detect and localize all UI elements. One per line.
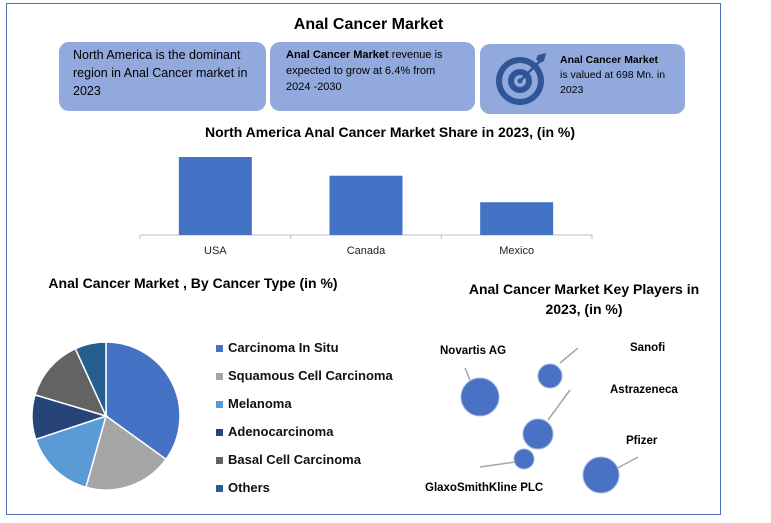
info-box-text: revenue is expected to grow at 6.4% from… bbox=[286, 49, 443, 93]
player-label-novartis: Novartis AG bbox=[440, 345, 507, 357]
legend-label: Adenocarcinoma bbox=[228, 424, 334, 439]
legend-swatch bbox=[216, 429, 223, 436]
legend-swatch bbox=[216, 373, 223, 380]
info-box-bold-label: Anal Cancer Market bbox=[286, 49, 389, 61]
page-title: Anal Cancer Market bbox=[293, 16, 444, 33]
legend-label: Basal Cell Carcinoma bbox=[228, 452, 361, 467]
target-icon bbox=[496, 53, 546, 105]
legend-label: Others bbox=[228, 480, 270, 495]
legend-swatch bbox=[216, 345, 223, 352]
legend-label: Squamous Cell Carcinoma bbox=[228, 368, 393, 383]
info-box-growth: Anal Cancer Market revenue is expected t… bbox=[270, 42, 475, 111]
legend-swatch bbox=[216, 457, 223, 464]
infographic-frame bbox=[6, 3, 721, 515]
info-box-valuation: Anal Cancer Market is valued at 698 Mn. … bbox=[480, 44, 685, 114]
info-box-text: is valued at 698 Mn. in 2023 bbox=[560, 69, 666, 96]
info-box-bold-label: Anal Cancer Market bbox=[560, 54, 659, 66]
legend-label: Carcinoma In Situ bbox=[228, 340, 339, 355]
legend-swatch bbox=[216, 485, 223, 492]
info-box-text: North America is the dominant region in … bbox=[73, 48, 248, 98]
info-box-dominant-region: North America is the dominant region in … bbox=[59, 42, 266, 111]
legend-swatch bbox=[216, 401, 223, 408]
player-label-pfizer: Pfizer bbox=[626, 435, 658, 447]
bar-chart-title: North America Anal Cancer Market Share i… bbox=[204, 124, 576, 140]
players-chart-title: Anal Cancer Market Key Players in 2023, … bbox=[468, 281, 700, 317]
player-label-sanofi: Sanofi bbox=[630, 342, 666, 354]
legend-label: Melanoma bbox=[228, 396, 292, 411]
pie-chart-title: Anal Cancer Market , By Cancer Type (in … bbox=[48, 275, 338, 291]
player-label-gsk: GlaxoSmithKline PLC bbox=[425, 482, 544, 494]
player-label-astrazeneca: Astrazeneca bbox=[610, 384, 678, 396]
